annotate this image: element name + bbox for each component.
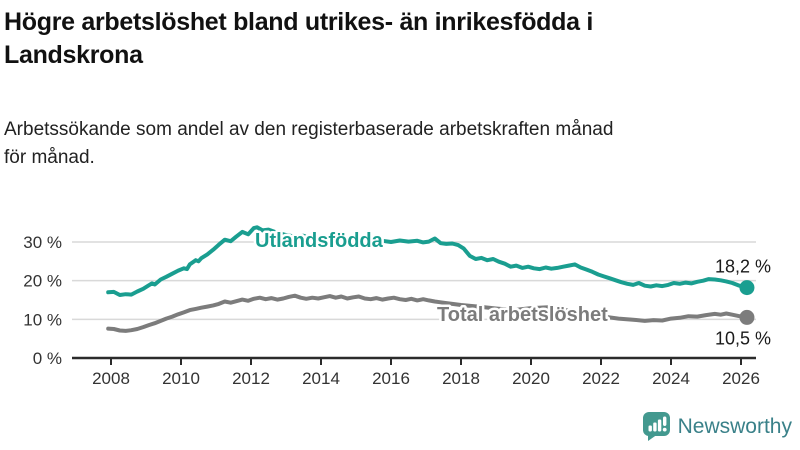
series-line-total bbox=[106, 293, 749, 333]
page-title: Högre arbetslöshet bland utrikes- än inr… bbox=[4, 8, 593, 69]
newsworthy-logo-icon bbox=[642, 412, 670, 441]
x-tick-label: 2020 bbox=[512, 369, 550, 388]
y-tick-label: 0 % bbox=[33, 349, 62, 368]
y-tick-label: 30 % bbox=[23, 233, 62, 252]
x-tick-label: 2012 bbox=[232, 369, 270, 388]
chart-subtitle: Arbetssökande som andel av den registerb… bbox=[4, 119, 614, 168]
x-tick-label: 2022 bbox=[582, 369, 620, 388]
y-tick-label: 20 % bbox=[23, 272, 62, 291]
series-label-utlandsfodda: Utlandsfödda bbox=[255, 230, 384, 252]
end-value-label-utlandsfodda: 18,2 % bbox=[715, 257, 771, 277]
newsworthy-brand: Newsworthy bbox=[642, 411, 792, 442]
series-end-dot-utlandsfodda bbox=[739, 280, 755, 296]
x-tick-label: 2008 bbox=[92, 369, 130, 388]
x-tick-label: 2026 bbox=[722, 369, 760, 388]
end-value-label-total: 10,5 % bbox=[715, 328, 771, 348]
series-label-total: Total arbetslöshet bbox=[437, 304, 608, 326]
x-tick-label: 2018 bbox=[442, 369, 480, 388]
y-tick-label: 10 % bbox=[23, 310, 62, 329]
x-tick-label: 2016 bbox=[372, 369, 410, 388]
x-tick-label: 2014 bbox=[302, 369, 340, 388]
x-tick-label: 2024 bbox=[652, 369, 690, 388]
series-line-utlandsfodda bbox=[106, 225, 749, 297]
series-end-dot-total bbox=[739, 309, 755, 325]
newsworthy-brand-text: Newsworthy bbox=[677, 414, 792, 438]
x-tick-label: 2010 bbox=[162, 369, 200, 388]
